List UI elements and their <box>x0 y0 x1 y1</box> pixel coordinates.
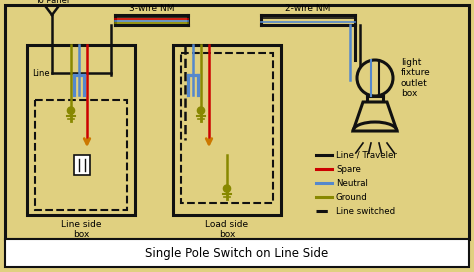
Circle shape <box>67 107 74 114</box>
Circle shape <box>357 60 393 96</box>
Bar <box>173 45 281 215</box>
Text: Line switched: Line switched <box>336 206 395 215</box>
Bar <box>181 53 273 203</box>
Text: 3-wire NM: 3-wire NM <box>129 4 174 13</box>
Text: Line side
box: Line side box <box>61 220 101 239</box>
Text: Load side
box: Load side box <box>205 220 248 239</box>
Circle shape <box>223 185 230 192</box>
Bar <box>5 239 469 267</box>
Text: Line / Traveler: Line / Traveler <box>336 150 397 159</box>
Text: Neutral: Neutral <box>336 178 368 187</box>
Bar <box>35 100 127 210</box>
Bar <box>74 155 90 175</box>
Text: Single Pole Switch on Line Side: Single Pole Switch on Line Side <box>146 246 328 259</box>
Polygon shape <box>353 102 397 131</box>
Text: light
fixture
outlet
box: light fixture outlet box <box>401 58 431 98</box>
Text: 2-wire NM: 2-wire NM <box>285 4 331 13</box>
Bar <box>27 45 135 215</box>
Circle shape <box>197 107 205 114</box>
Text: To Panel: To Panel <box>35 0 69 5</box>
Text: Ground: Ground <box>336 193 368 202</box>
Text: Spare: Spare <box>336 165 361 174</box>
Bar <box>5 5 469 239</box>
Text: Line: Line <box>32 69 50 78</box>
